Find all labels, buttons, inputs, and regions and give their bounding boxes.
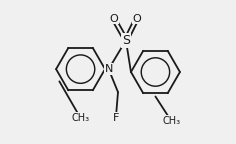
Text: O: O	[132, 14, 141, 24]
Text: O: O	[109, 14, 118, 24]
Text: N: N	[105, 64, 113, 74]
Text: S: S	[122, 34, 130, 47]
Text: F: F	[113, 113, 119, 123]
Text: CH₃: CH₃	[162, 116, 180, 126]
Text: CH₃: CH₃	[72, 113, 90, 123]
